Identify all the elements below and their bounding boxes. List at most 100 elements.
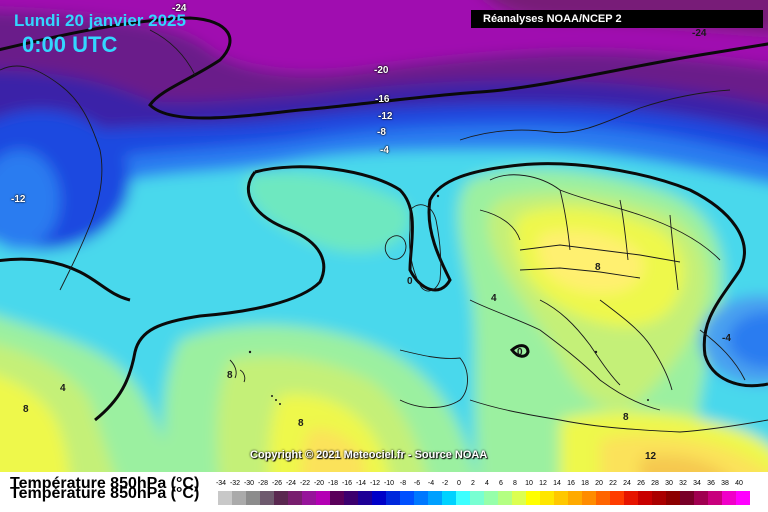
legend-tick-label: 40 xyxy=(735,480,743,487)
legend-swatch xyxy=(414,491,428,505)
legend-swatch xyxy=(694,491,708,505)
legend-tick-label: 6 xyxy=(499,480,503,487)
legend-swatch xyxy=(498,491,512,505)
contour-label: -24 xyxy=(692,28,707,39)
legend-swatch xyxy=(470,491,484,505)
legend-swatch xyxy=(512,491,526,505)
legend-tick-label: 32 xyxy=(679,480,687,487)
legend-title: Température 850hPa (°C) xyxy=(10,475,200,492)
coastlines xyxy=(0,29,768,433)
legend-swatch xyxy=(288,491,302,505)
contour-label: 0 xyxy=(407,276,413,287)
legend-tick-label: -32 xyxy=(229,480,241,487)
legend-tick-label: 12 xyxy=(539,480,547,487)
contour-label: 8 xyxy=(23,404,29,415)
contour-label: 4 xyxy=(60,383,66,394)
legend-swatch xyxy=(246,491,260,505)
date-label: Lundi 20 janvier 2025 xyxy=(14,11,186,30)
contour-label: 0 xyxy=(517,347,523,358)
legend-tick-label: 4 xyxy=(485,480,489,487)
legend-tick-label: 10 xyxy=(525,480,533,487)
legend-tick-label: 14 xyxy=(553,480,561,487)
legend-swatch xyxy=(736,491,750,505)
legend-tick-label: -22 xyxy=(299,480,311,487)
legend-tick-label: -8 xyxy=(399,480,407,487)
contour-label: 8 xyxy=(227,370,233,381)
legend-swatch xyxy=(428,491,442,505)
legend-swatch xyxy=(554,491,568,505)
legend-tick-label: 28 xyxy=(651,480,659,487)
contour-label: 8 xyxy=(298,418,304,429)
legend-ticks: -34 -32 -30 -28 -26 -24 -22 -20 -18 -16 -14 -12 -10-… xyxy=(214,480,754,490)
time-label: 0:00 UTC xyxy=(22,32,118,57)
legend-swatch xyxy=(568,491,582,505)
legend-swatch xyxy=(232,491,246,505)
legend-tick-label: 0 xyxy=(457,480,461,487)
legend-tick-label: 8 xyxy=(513,480,517,487)
legend-title-shadow: Température 850hPa (°C) xyxy=(10,485,200,502)
legend-tick-label: -12 xyxy=(369,480,381,487)
legend-swatch xyxy=(722,491,736,505)
legend-swatch xyxy=(666,491,680,505)
legend-tick-label: -10 xyxy=(383,480,395,487)
legend-tick-label: 30 xyxy=(665,480,673,487)
contour-label: -4 xyxy=(722,333,731,344)
legend-swatch xyxy=(526,491,540,505)
legend-swatch xyxy=(596,491,610,505)
temperature-map xyxy=(0,0,768,472)
legend-tick-label: 34 xyxy=(693,480,701,487)
legend-tick-label: 18 xyxy=(581,480,589,487)
legend-swatch xyxy=(400,491,414,505)
legend-swatch xyxy=(652,491,666,505)
legend-swatch xyxy=(274,491,288,505)
legend-tick-label: -26 xyxy=(271,480,283,487)
legend-swatch xyxy=(316,491,330,505)
legend-tick-label: -20 xyxy=(313,480,325,487)
legend-swatch xyxy=(330,491,344,505)
legend-tick-label: -2 xyxy=(441,480,449,487)
contour-label: -20 xyxy=(374,65,389,76)
legend-swatch xyxy=(358,491,372,505)
isotherm-lines xyxy=(0,16,768,422)
contour-label: -4 xyxy=(380,145,389,156)
contour-label: -24 xyxy=(172,3,187,14)
legend-swatch xyxy=(638,491,652,505)
legend-swatch xyxy=(260,491,274,505)
legend-swatch xyxy=(582,491,596,505)
legend-tick-label: 26 xyxy=(637,480,645,487)
legend-tick-label: -16 xyxy=(341,480,353,487)
legend-swatches xyxy=(218,491,750,505)
legend-swatch xyxy=(218,491,232,505)
legend-tick-label: -30 xyxy=(243,480,255,487)
legend-tick-label: 16 xyxy=(567,480,575,487)
legend-tick-label: -4 xyxy=(427,480,435,487)
contour-label: -12 xyxy=(378,111,393,122)
legend-tick-label: -18 xyxy=(327,480,339,487)
contour-label: 12 xyxy=(645,451,657,462)
contour-label: 4 xyxy=(491,293,497,304)
contour-label: -8 xyxy=(377,127,386,138)
legend-swatch xyxy=(624,491,638,505)
contour-label: -16 xyxy=(375,94,390,105)
legend-swatch xyxy=(372,491,386,505)
legend-swatch xyxy=(484,491,498,505)
legend-tick-label: 20 xyxy=(595,480,603,487)
legend-tick-label: 36 xyxy=(707,480,715,487)
copyright-label: Copyright © 2021 Meteociel.fr - Source N… xyxy=(250,449,488,461)
islands xyxy=(248,194,649,405)
source-label: Réanalyses NOAA/NCEP 2 xyxy=(471,10,763,28)
contour-label: 8 xyxy=(595,262,601,273)
legend-swatch xyxy=(442,491,456,505)
legend-tick-label: -14 xyxy=(355,480,367,487)
legend-swatch xyxy=(344,491,358,505)
legend-tick-label: 2 xyxy=(471,480,475,487)
legend-tick-label: -6 xyxy=(413,480,421,487)
legend-swatch xyxy=(456,491,470,505)
legend-tick-label: 22 xyxy=(609,480,617,487)
legend-swatch xyxy=(610,491,624,505)
legend-swatch xyxy=(302,491,316,505)
legend-tick-label: -28 xyxy=(257,480,269,487)
legend-tick-label: 24 xyxy=(623,480,631,487)
legend-swatch xyxy=(680,491,694,505)
